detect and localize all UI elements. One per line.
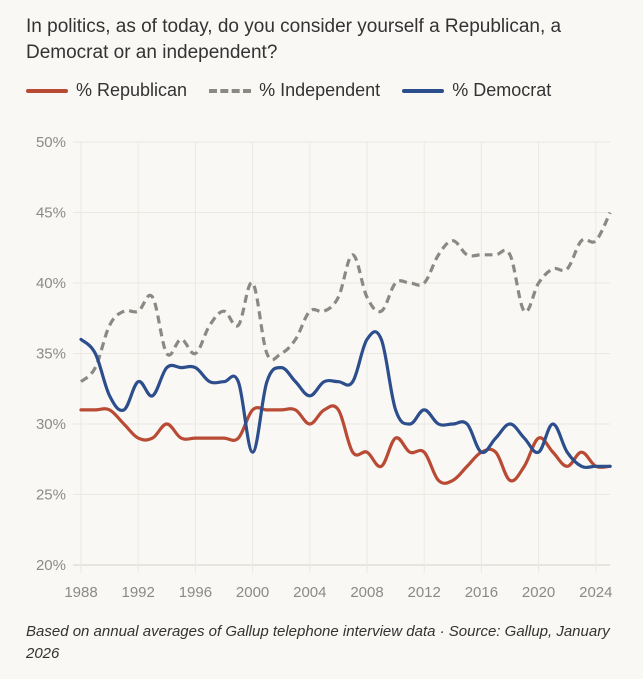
y-tick-label: 45% <box>36 205 66 222</box>
y-axis-ticks: 50% 45% 40% 35% 30% 25% 20% <box>36 134 66 574</box>
legend-item-independent: % Independent <box>209 80 380 101</box>
series-lines <box>79 211 612 485</box>
y-tick-label: 35% <box>36 346 66 363</box>
legend-label-independent: % Independent <box>259 80 381 100</box>
x-tick-label: 2012 <box>408 584 441 601</box>
x-tick-label: 2020 <box>522 584 555 601</box>
y-tick-label: 20% <box>36 557 66 574</box>
legend-swatch-independent <box>209 88 252 93</box>
series-line-independent <box>79 211 612 383</box>
series-line-republican <box>79 404 612 485</box>
chart-legend: % Republican % Independent % Democrat <box>26 80 573 101</box>
x-tick-label: 2000 <box>236 584 269 601</box>
x-tick-label: 1996 <box>179 584 212 601</box>
x-tick-label: 1992 <box>122 584 155 601</box>
x-tick-label: 2004 <box>293 584 326 601</box>
chart-title: In politics, as of today, do you conside… <box>26 16 562 63</box>
series-line-democrat <box>79 330 612 470</box>
x-tick-label: 1988 <box>64 584 97 601</box>
y-tick-label: 25% <box>36 487 66 504</box>
legend-item-republican: % Republican <box>26 80 187 101</box>
x-tick-label: 2016 <box>465 584 498 601</box>
x-tick-label: 2024 <box>579 584 612 601</box>
legend-label-republican: % Republican <box>76 80 188 100</box>
legend-swatch-republican <box>26 88 68 93</box>
legend-item-democrat: % Democrat <box>402 80 551 101</box>
gridlines <box>73 141 611 573</box>
footnote: Based on annual averages of Gallup telep… <box>26 623 610 662</box>
x-tick-label: 2008 <box>350 584 383 601</box>
x-axis-ticks: 1988 1992 1996 2000 2004 2008 2012 2016 2020 2024 <box>64 584 612 601</box>
y-tick-label: 50% <box>36 134 66 151</box>
y-tick-label: 40% <box>36 275 66 292</box>
y-tick-label: 30% <box>36 416 66 433</box>
legend-label-democrat: % Democrat <box>452 80 552 100</box>
legend-swatch-democrat <box>402 88 445 93</box>
